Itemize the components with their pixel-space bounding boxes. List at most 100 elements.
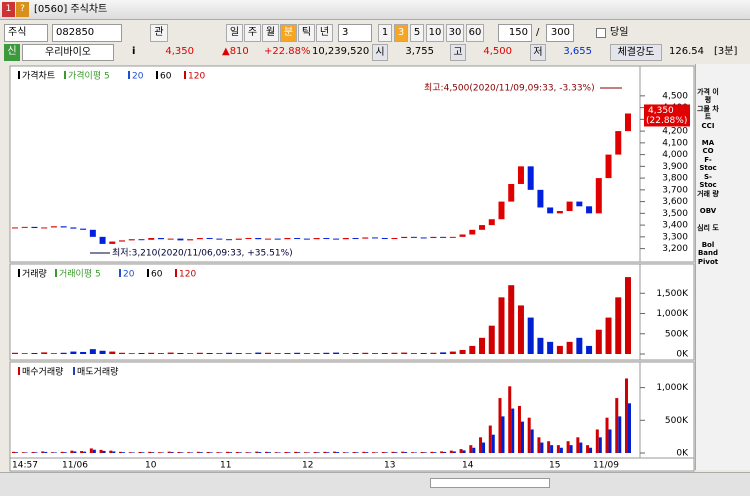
buy-bar <box>352 452 356 453</box>
period-button[interactable]: 일 <box>226 24 243 42</box>
volume-bar <box>245 353 252 354</box>
legend-label: 거래량 <box>22 268 47 280</box>
strength: 126.54 <box>669 46 704 57</box>
candle <box>449 236 456 238</box>
candle <box>410 236 417 238</box>
candle <box>605 154 612 179</box>
tool-label[interactable]: MA CO <box>701 139 715 155</box>
period-button[interactable]: 주 <box>244 24 261 42</box>
candle <box>177 238 184 241</box>
volume-bar <box>138 352 145 354</box>
quick-button[interactable]: 30 <box>446 24 464 42</box>
sell-bar <box>394 452 398 453</box>
tool-label[interactable]: CCI <box>701 122 715 130</box>
count-input[interactable]: 150 <box>498 24 532 42</box>
tool-label[interactable]: 심리 도 <box>697 224 719 232</box>
y-tick-label: 4,100 <box>662 138 688 148</box>
period-button[interactable]: 월 <box>262 24 279 42</box>
period-button[interactable]: 년 <box>316 24 333 42</box>
buy-bar <box>527 417 531 453</box>
tool-label[interactable]: 그물 차트 <box>697 105 719 121</box>
info-button[interactable]: i <box>132 46 136 57</box>
bottom-bar <box>0 472 750 496</box>
buy-bar <box>60 451 64 453</box>
x-tick-label: 11/06 <box>62 461 88 471</box>
legend-label: 가격차트 <box>22 70 55 82</box>
volume-bar <box>333 352 340 354</box>
low: 3,655 <box>563 46 592 57</box>
volume-bar <box>31 352 38 354</box>
volume-bar <box>362 352 369 354</box>
candle <box>547 207 554 214</box>
candle <box>586 206 593 214</box>
sell-bar <box>511 408 515 453</box>
sell-bar <box>618 416 622 453</box>
buy-bar <box>235 452 239 453</box>
sell-bar <box>550 445 554 453</box>
y-tick-label: 500K <box>665 416 689 426</box>
volume-bar <box>70 351 77 354</box>
buy-bar <box>488 425 492 453</box>
sell-bar <box>277 452 281 453</box>
buy-bar <box>50 452 54 453</box>
high: 4,500 <box>483 46 512 57</box>
related-button[interactable]: 관 <box>150 24 168 42</box>
sell-bar <box>102 450 106 453</box>
checkbox[interactable] <box>596 28 606 38</box>
tool-label[interactable]: F-Stoc <box>699 156 717 172</box>
volume-bar <box>50 353 57 354</box>
tool-label[interactable]: 거래 량 <box>697 190 719 198</box>
period-button[interactable]: 분 <box>280 24 297 42</box>
x-axis <box>9 457 695 472</box>
quick-button[interactable]: 10 <box>426 24 444 42</box>
buy-bar <box>479 437 483 453</box>
badge[interactable]: ? <box>16 2 29 17</box>
quick-button[interactable]: 3 <box>394 24 408 42</box>
volume-bar <box>41 352 48 354</box>
total-input[interactable]: 300 <box>546 24 574 42</box>
sell-bar <box>141 452 145 453</box>
buy-bar <box>595 429 599 453</box>
y-tick-label: 3,300 <box>662 232 688 242</box>
interval-input[interactable]: 3 <box>338 24 372 42</box>
tool-label[interactable]: S-Stoc <box>699 173 717 189</box>
candle <box>527 166 534 190</box>
tool-label[interactable]: Pivot <box>697 258 719 266</box>
buy-bar <box>216 452 220 453</box>
y-tick-label: 3,200 <box>662 244 688 254</box>
sell-bar <box>627 403 631 453</box>
code-input[interactable]: 082850 <box>52 24 122 42</box>
badge[interactable]: 1 <box>2 2 15 17</box>
candle <box>41 227 48 229</box>
x-tick-label: 10 <box>145 461 157 471</box>
legend-label: 20 <box>123 270 135 280</box>
buy-bar <box>99 449 103 453</box>
sell-bar <box>122 452 126 453</box>
candle <box>60 226 67 228</box>
period-button[interactable]: 틱 <box>298 24 315 42</box>
volume-bar <box>420 352 427 354</box>
candle <box>576 201 583 207</box>
price: 4,350 <box>165 46 194 57</box>
tool-label[interactable]: Bol Band <box>697 241 719 257</box>
quick-button[interactable]: 1 <box>378 24 392 42</box>
volume-bar <box>226 352 233 354</box>
volume-bar <box>469 345 476 354</box>
buy-bar <box>372 452 376 453</box>
tool-label[interactable]: 가격 이평 <box>697 88 719 104</box>
volume-bar <box>566 341 573 354</box>
tool-label[interactable]: OBV <box>699 207 717 215</box>
quick-button[interactable]: 60 <box>466 24 484 42</box>
market-select[interactable]: 주식 <box>4 24 48 42</box>
sell-bar <box>160 452 164 453</box>
today-label[interactable]: 당일 <box>610 27 629 38</box>
volume-bar <box>148 352 155 354</box>
candle <box>498 201 505 220</box>
quick-button[interactable]: 5 <box>410 24 424 42</box>
scrollbar[interactable] <box>430 478 550 488</box>
high-note: 최고:4,500(2020/11/09,09:33, -3.33%) <box>424 83 595 94</box>
candle <box>624 113 631 132</box>
y-tick-label: 1,000K <box>656 309 689 319</box>
candle <box>70 227 77 229</box>
current-price-box <box>644 104 690 127</box>
